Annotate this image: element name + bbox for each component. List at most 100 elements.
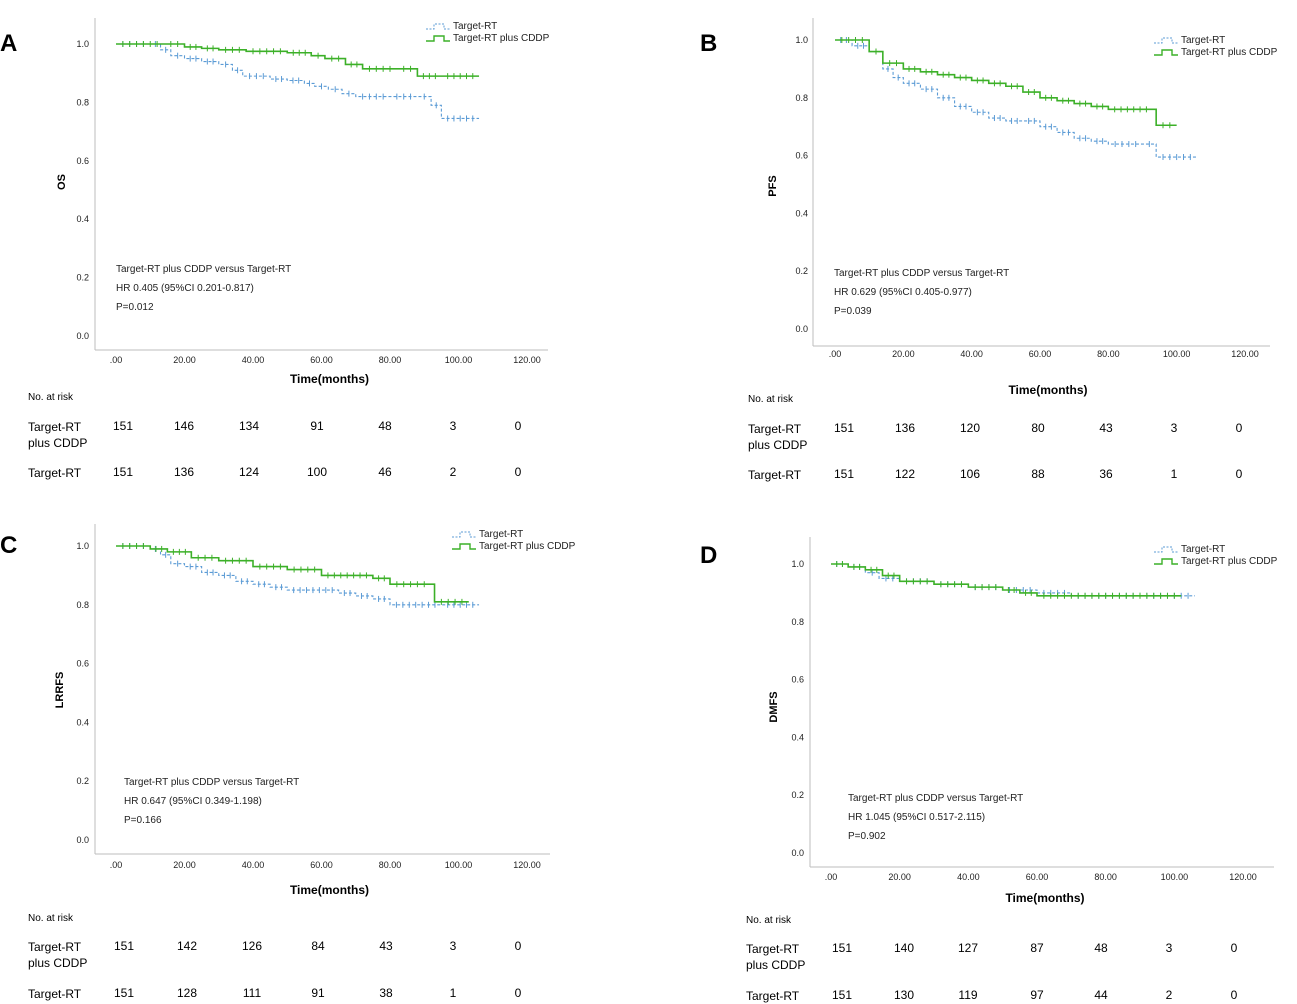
panel-label: D [700, 542, 718, 569]
risk-table-header: No. at risk [28, 913, 74, 924]
risk-row-label-line2: plus CDDP [748, 438, 808, 452]
x-tick-label: 80.00 [1097, 349, 1120, 359]
annotation-line: HR 0.629 (95%CI 0.405-0.977) [834, 287, 972, 298]
x-axis-title: Time(months) [1005, 891, 1084, 905]
km-chart: .00 20.00 40.00 60.00 80.00 100.00 120.00 0.0 0.… [54, 524, 576, 897]
risk-count-target-rt: 0 [514, 986, 522, 1000]
legend-label-target-rt: Target-RT [1181, 544, 1225, 555]
x-tick-label: 40.00 [242, 355, 265, 365]
series-line-target-rt-plus-cddp [116, 43, 480, 77]
risk-count-target-rt: 0 [1235, 467, 1243, 481]
risk-row-label-line2: plus CDDP [28, 436, 88, 450]
annotation-line: Target-RT plus CDDP versus Target-RT [848, 793, 1023, 804]
risk-count-cddp: 151 [833, 421, 855, 435]
x-tick-label: 80.00 [379, 355, 402, 365]
y-tick-label: 0.8 [795, 93, 808, 103]
annotation-line: Target-RT plus CDDP versus Target-RT [116, 264, 291, 275]
risk-row-label-cddp: Target-RT plus CDDP [28, 939, 108, 971]
y-tick-label: 0.6 [76, 156, 89, 166]
risk-row-label-cddp: Target-RT plus CDDP [748, 421, 828, 453]
risk-count-cddp: 151 [112, 419, 134, 433]
plot-area [810, 537, 1274, 867]
risk-row-label-target-rt: Target-RT [748, 468, 802, 482]
x-tick-label: 60.00 [1029, 349, 1052, 359]
risk-row-label-target-rt: Target-RT [28, 987, 82, 1001]
series-line-target-rt [835, 39, 1198, 158]
risk-count-cddp: 127 [957, 941, 979, 955]
risk-count-target-rt: 2 [1165, 988, 1173, 1002]
x-tick-label: 120.00 [513, 355, 541, 365]
x-tick-label: 60.00 [310, 355, 333, 365]
risk-count-target-rt: 128 [176, 986, 198, 1000]
risk-row-label-line1: Target-RT [28, 420, 82, 434]
x-tick-label: 40.00 [242, 860, 265, 870]
y-tick-label: 0.8 [791, 617, 804, 627]
y-axis-title: PFS [767, 175, 779, 196]
series-line-target-rt [116, 545, 480, 606]
x-tick-label: 80.00 [1094, 872, 1117, 882]
risk-count-target-rt: 44 [1094, 988, 1108, 1002]
risk-count-target-rt: 88 [1031, 467, 1045, 481]
risk-row-label-line1: Target-RT [28, 940, 82, 954]
y-tick-label: 0.0 [795, 324, 808, 334]
risk-count-target-rt: 97 [1030, 988, 1044, 1002]
risk-count-cddp: 0 [514, 939, 522, 953]
risk-count-cddp: 134 [238, 419, 260, 433]
risk-row-label-line2: plus CDDP [746, 958, 806, 972]
y-tick-label: 0.4 [791, 732, 804, 742]
risk-count-cddp: 0 [1230, 941, 1238, 955]
risk-table: No. at risk Target-RT plus CDDP Target-R… [0, 390, 648, 490]
km-chart: .00 20.00 40.00 60.00 80.00 100.00 120.00 0.0 0.… [768, 537, 1278, 905]
risk-count-cddp: 87 [1030, 941, 1044, 955]
x-axis-title: Time(months) [1008, 383, 1087, 397]
x-tick-label: .00 [110, 860, 123, 870]
risk-row-label-line1: Target-RT [748, 422, 802, 436]
risk-count-cddp: 48 [1094, 941, 1108, 955]
x-axis-title: Time(months) [290, 883, 369, 897]
risk-count-target-rt: 136 [173, 465, 195, 479]
x-tick-label: 60.00 [310, 860, 333, 870]
legend-swatch-target-rt-plus-cddp [1154, 558, 1178, 565]
y-tick-label: 0.2 [795, 266, 808, 276]
risk-count-cddp: 120 [959, 421, 981, 435]
y-tick-label: 0.4 [76, 214, 89, 224]
risk-table: No. at risk Target-RT plus CDDP Target-R… [648, 913, 1296, 1003]
legend-label-target-rt-plus-cddp: Target-RT plus CDDP [1181, 556, 1278, 567]
y-tick-label: 0.2 [76, 776, 89, 786]
annotation-line: P=0.902 [848, 831, 886, 842]
risk-count-target-rt: 124 [238, 465, 260, 479]
x-tick-label: 20.00 [892, 349, 915, 359]
panel-a: A .00 20.00 40.00 60.00 80.00 100.00 120.00 0.0… [0, 0, 648, 501]
km-chart: .00 20.00 40.00 60.00 80.00 100.00 120.00 0.0 0.… [767, 18, 1278, 397]
annotation-line: HR 0.647 (95%CI 0.349-1.198) [124, 796, 262, 807]
risk-row-label-line2: plus CDDP [28, 956, 88, 970]
x-tick-label: 120.00 [513, 860, 541, 870]
legend-label-target-rt: Target-RT [453, 21, 497, 32]
y-tick-label: 1.0 [76, 541, 89, 551]
annotation-line: HR 0.405 (95%CI 0.201-0.817) [116, 283, 254, 294]
risk-count-target-rt: 0 [514, 465, 522, 479]
legend-swatch-target-rt [1154, 37, 1178, 44]
risk-table-header: No. at risk [746, 915, 792, 926]
plot-area [813, 18, 1270, 346]
risk-count-target-rt: 38 [379, 986, 393, 1000]
plot-area [95, 18, 548, 350]
y-axis-title: LRRFS [54, 672, 66, 709]
y-tick-label: 1.0 [791, 559, 804, 569]
y-tick-label: 0.4 [795, 208, 808, 218]
y-tick-label: 0.4 [76, 717, 89, 727]
risk-row-label-cddp: Target-RT plus CDDP [28, 419, 108, 451]
panel-label: C [0, 532, 18, 559]
legend-label-target-rt: Target-RT [1181, 35, 1225, 46]
risk-count-cddp: 151 [113, 939, 135, 953]
y-tick-label: 0.0 [791, 848, 804, 858]
risk-count-cddp: 146 [173, 419, 195, 433]
y-axis-title: DMFS [768, 691, 780, 722]
annotation-line: P=0.039 [834, 306, 872, 317]
risk-count-cddp: 136 [894, 421, 916, 435]
risk-count-cddp: 140 [893, 941, 915, 955]
y-tick-label: 0.6 [76, 659, 89, 669]
risk-count-cddp: 43 [379, 939, 393, 953]
risk-count-target-rt: 106 [959, 467, 981, 481]
x-axis-title: Time(months) [290, 372, 369, 386]
